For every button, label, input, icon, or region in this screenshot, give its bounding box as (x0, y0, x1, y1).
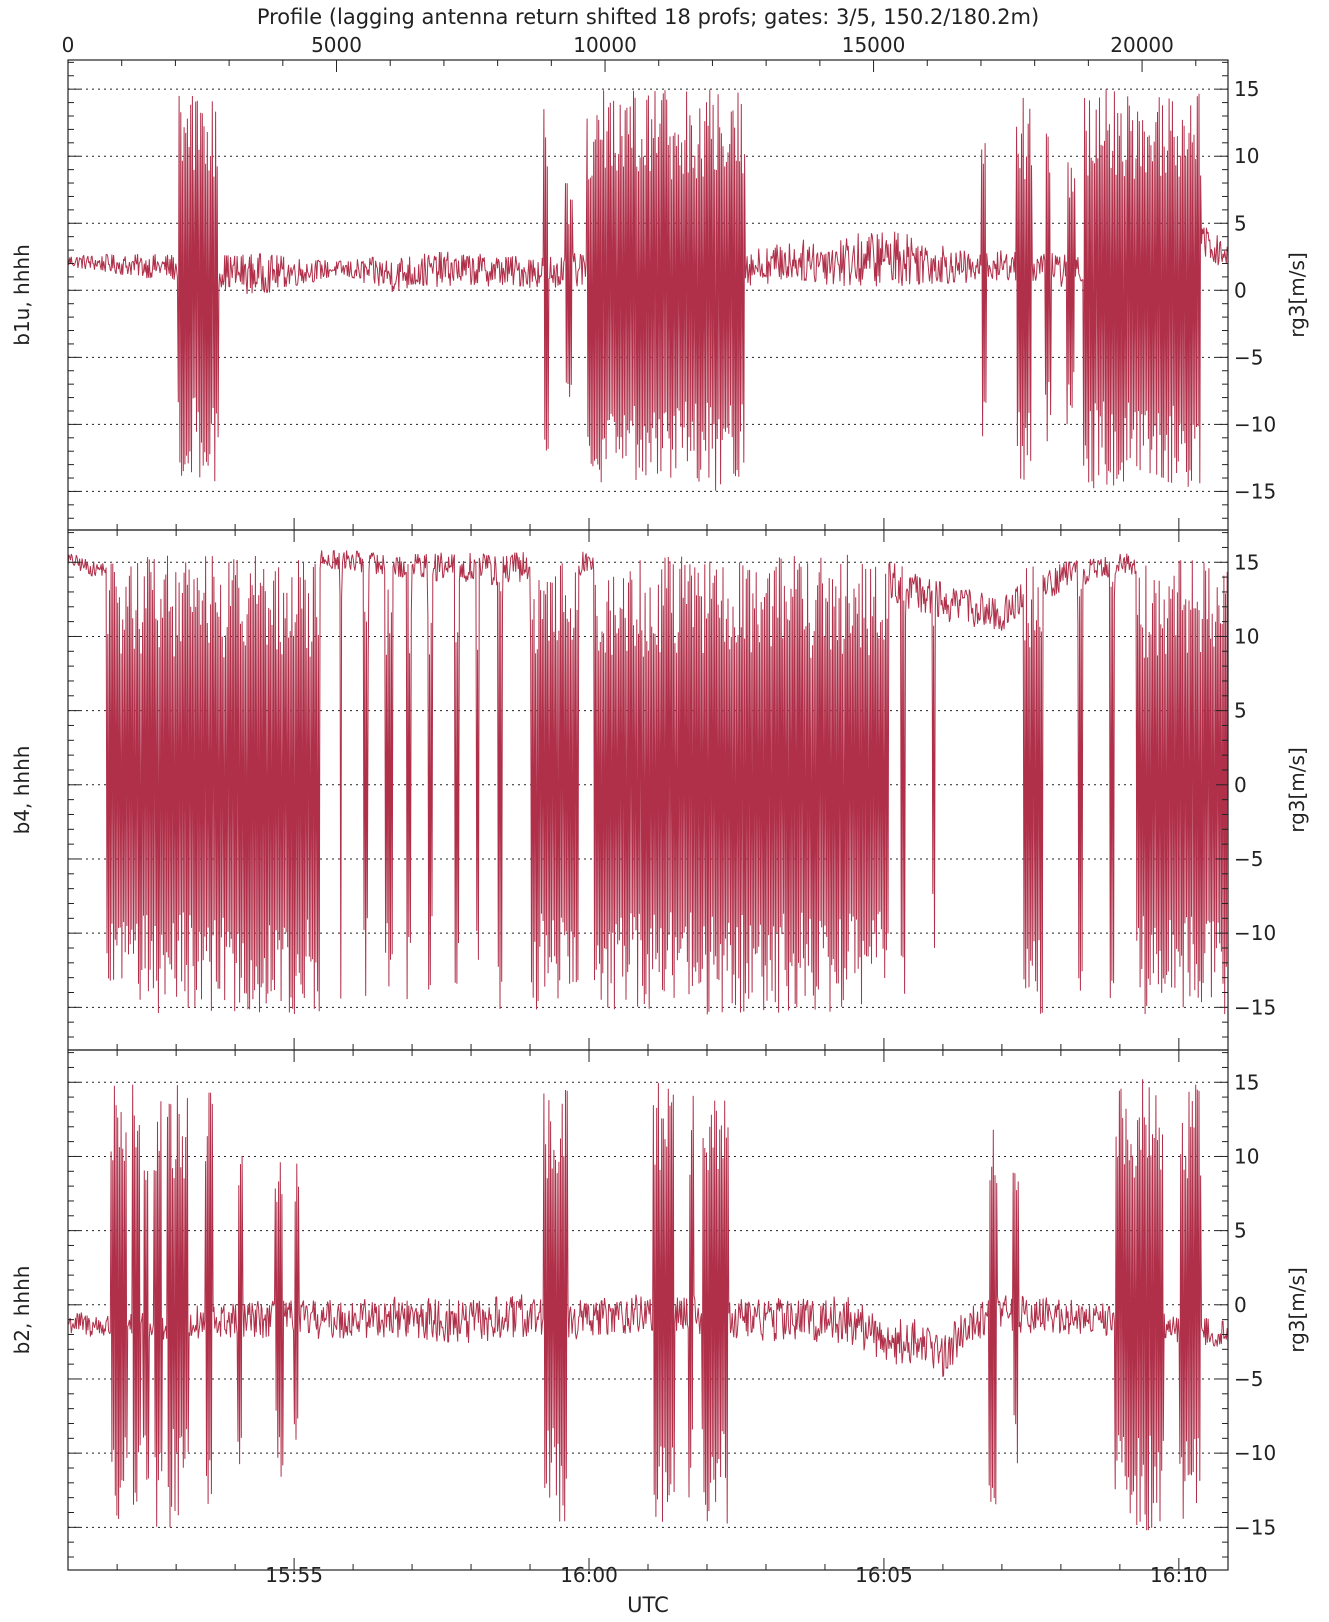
time-tick-label: 16:05 (855, 1563, 913, 1587)
y-tick-label: 5 (1234, 211, 1247, 235)
top-tick-label: 20000 (1110, 33, 1174, 57)
y-tick-label: 0 (1234, 278, 1247, 302)
y-axis-label-right: rg3[m/s] (1285, 252, 1309, 338)
y-tick-label: 15 (1234, 550, 1259, 574)
y-tick-label: 5 (1234, 699, 1247, 723)
y-tick-label: 0 (1234, 773, 1247, 797)
y-tick-label: 15 (1234, 77, 1259, 101)
y-axis-label: b4, hhhh (10, 746, 34, 835)
time-tick-label: 16:00 (560, 1563, 618, 1587)
time-tick-label: 15:55 (265, 1563, 323, 1587)
panel-1: −15 −10 −5 0 5 10 15 b1u, hhhh rg3[m/s] (10, 59, 1309, 531)
top-tick-label: 15000 (842, 33, 906, 57)
time-tick-label: 16:10 (1150, 1563, 1208, 1587)
y-tick-label: −10 (1234, 412, 1276, 436)
y-tick-label: 0 (1234, 1293, 1247, 1317)
y-tick-label: −5 (1234, 847, 1263, 871)
y-tick-label: 10 (1234, 1144, 1259, 1168)
y-tick-label: −10 (1234, 1441, 1276, 1465)
chart-title: Profile (lagging antenna return shifted … (257, 5, 1039, 29)
y-axis-label-right: rg3[m/s] (1285, 747, 1309, 833)
top-tick-label: 10000 (573, 33, 637, 57)
data-series (67, 550, 1229, 1015)
y-tick-label: −15 (1234, 995, 1276, 1019)
y-tick-label: −10 (1234, 921, 1276, 945)
x-axis-label: UTC (627, 1593, 669, 1617)
panel-3: −15 −10 −5 0 5 10 15 b2, hhhh rg3[m/s] (10, 1049, 1309, 1571)
y-tick-label: 15 (1234, 1070, 1259, 1094)
y-tick-label: −5 (1234, 1367, 1263, 1391)
y-axis-label-right: rg3[m/s] (1285, 1267, 1309, 1353)
y-axis-label: b1u, hhhh (10, 244, 34, 346)
y-tick-label: 5 (1234, 1219, 1247, 1243)
y-tick-label: 10 (1234, 144, 1259, 168)
y-tick-label: 10 (1234, 624, 1259, 648)
top-tick-label: 0 (62, 33, 75, 57)
y-tick-label: −15 (1234, 1515, 1276, 1539)
bottom-axis: 15:55 16:00 16:05 16:10 (265, 1563, 1207, 1587)
top-tick-label: 5000 (311, 33, 362, 57)
chart-panels: −15 −10 −5 0 5 10 15 b1u, hhhh rg3[m/s] −15 −10 −5 0… (10, 59, 1309, 1571)
y-tick-label: −5 (1234, 345, 1263, 369)
y-tick-label: −15 (1234, 479, 1276, 503)
top-axis: 0 5000 10000 15000 20000 (62, 33, 1174, 57)
data-series (67, 1079, 1229, 1531)
data-series (67, 89, 1229, 491)
panel-2: −15 −10 −5 0 5 10 15 b4, hhhh rg3[m/s] (10, 529, 1309, 1051)
y-axis-label: b2, hhhh (10, 1266, 34, 1355)
